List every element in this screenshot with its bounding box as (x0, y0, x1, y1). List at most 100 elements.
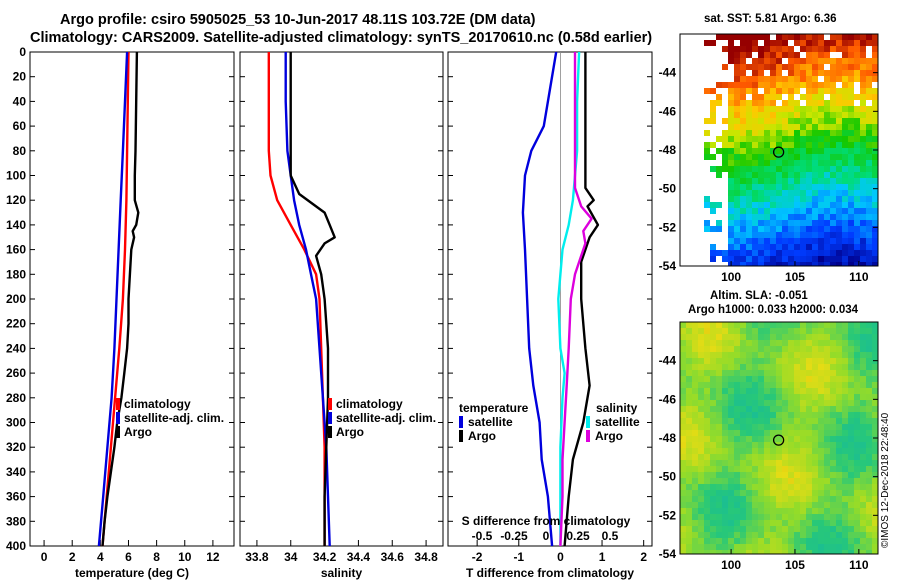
sla-map-cell (830, 394, 836, 400)
sst-map-cell (782, 172, 788, 178)
sst-map-cell (800, 142, 806, 148)
depth-tick-label: 0 (19, 45, 26, 59)
sst-map-cell (836, 166, 842, 172)
sst-map-cell (764, 262, 770, 266)
sst-map-cell (728, 130, 734, 136)
sst-map-cell (824, 46, 830, 52)
sla-map-cell (842, 382, 848, 388)
sst-map-cell (758, 220, 764, 226)
sla-map-cell (746, 430, 752, 436)
page-title: Argo profile: csiro 5905025_53 10-Jun-20… (60, 12, 536, 28)
sla-map-cell (746, 352, 752, 358)
sla-map-cell (758, 508, 764, 514)
sla-map-cell (788, 394, 794, 400)
sst-map-cell (842, 220, 848, 226)
sst-map-cell (836, 46, 842, 52)
sla-map-cell (734, 388, 740, 394)
sla-map-cell (752, 328, 758, 334)
sst-map-cell (764, 94, 770, 100)
sla-map-cell (764, 448, 770, 454)
sst-map-cell (824, 238, 830, 244)
diff-legend-sal-label: satellite (595, 415, 640, 429)
sla-map-cell (692, 370, 698, 376)
sst-map-cell (842, 34, 848, 40)
sla-map-cell (806, 526, 812, 532)
sla-map-cell (680, 346, 686, 352)
sla-map-cell (698, 442, 704, 448)
sla-map-cell (752, 442, 758, 448)
sla-map-cell (734, 448, 740, 454)
sst-map-cell (866, 40, 872, 46)
sla-map-cell (686, 394, 692, 400)
sla-map-cell (836, 412, 842, 418)
sla-map-cell (836, 520, 842, 526)
sst-map-cell (848, 52, 854, 58)
sla-map-cell (722, 424, 728, 430)
sst-map-cell (818, 214, 824, 220)
sla-map-cell (758, 334, 764, 340)
sla-map-cell (854, 442, 860, 448)
sla-map-cell (692, 334, 698, 340)
sla-map-cell (830, 514, 836, 520)
sst-map-cell (800, 244, 806, 250)
sla-map-cell (722, 550, 728, 554)
sla-map-cell (806, 394, 812, 400)
sla-map-cell (704, 418, 710, 424)
sst-map-cell (818, 124, 824, 130)
sla-map-cell (806, 454, 812, 460)
sst-map-cell (800, 76, 806, 82)
sst-map-cell (854, 70, 860, 76)
sst-map-cell (788, 34, 794, 40)
sst-map-cell (848, 112, 854, 118)
sla-map-cell (836, 430, 842, 436)
sst-map-cell (740, 190, 746, 196)
sla-map-cell (794, 436, 800, 442)
depth-tick-label: 320 (6, 440, 26, 454)
sst-map-cell (752, 172, 758, 178)
sst-map-cell (746, 256, 752, 262)
sst-map-cell (866, 232, 872, 238)
sst-map-cell (728, 166, 734, 172)
sst-map-cell (842, 100, 848, 106)
sla-map-cell (776, 532, 782, 538)
sla-map-cell (686, 370, 692, 376)
sla-map-cell (752, 364, 758, 370)
sst-map-cell (860, 136, 866, 142)
sst-map-cell (794, 118, 800, 124)
sla-map-cell (746, 418, 752, 424)
sla-map-cell (698, 346, 704, 352)
sla-map-cell (698, 526, 704, 532)
sst-map-cell (740, 220, 746, 226)
sst-map-cell (752, 214, 758, 220)
sst-map-cell (848, 208, 854, 214)
depth-tick-label: 380 (6, 514, 26, 528)
sst-map-cell (782, 262, 788, 266)
sst-map-cell (752, 244, 758, 250)
sla-map-cell (704, 526, 710, 532)
sla-map-cell (818, 520, 824, 526)
sst-map-cell (818, 142, 824, 148)
sst-map-cell (740, 94, 746, 100)
sst-map-cell (728, 232, 734, 238)
sla-map-cell (806, 550, 812, 554)
depth-tick-label: 140 (6, 218, 26, 232)
sst-map-cell (740, 40, 746, 46)
sst-map-cell (872, 118, 878, 124)
sla-map-cell (722, 514, 728, 520)
sla-map-cell (752, 466, 758, 472)
sst-map-cell (740, 136, 746, 142)
sst-map-cell (830, 34, 836, 40)
sst-map-cell (830, 256, 836, 262)
sla-map-cell (686, 376, 692, 382)
sst-map-cell (794, 100, 800, 106)
sst-map-cell (734, 124, 740, 130)
sla-map-cell (698, 454, 704, 460)
sla-map-cell (866, 484, 872, 490)
sla-map-cell (800, 454, 806, 460)
sst-map-cell (812, 214, 818, 220)
sst-map-cell (734, 214, 740, 220)
sst-map-cell (854, 106, 860, 112)
sla-map-cell (680, 466, 686, 472)
sst-map-cell (848, 82, 854, 88)
depth-tick-label: 120 (6, 193, 26, 207)
